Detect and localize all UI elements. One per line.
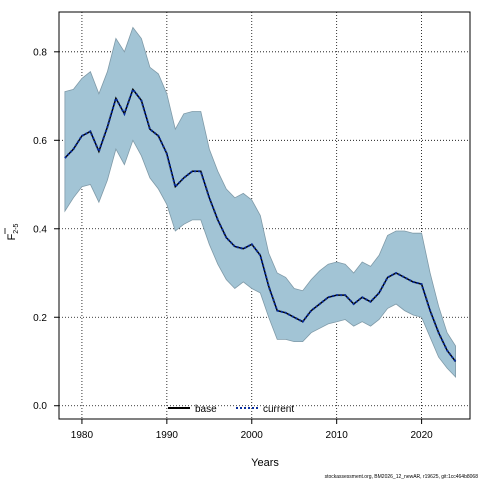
x-axis: 1980 1990 2000 2010 2020 [71, 419, 433, 441]
y-axis-title-main: F [6, 233, 18, 240]
y-axis-title-subscript: 2-5 [13, 223, 20, 233]
legend-label-base: base [195, 404, 217, 415]
x-tick-label: 1990 [156, 430, 179, 441]
x-tick-label: 2000 [241, 430, 264, 441]
plot-frame [58, 11, 471, 420]
svg-text:F2-5: F2-5 [6, 223, 20, 240]
series-line-base [64, 87, 457, 362]
legend-label-current: current [263, 404, 294, 415]
y-tick-label: 0.4 [33, 224, 47, 235]
legend: base current [168, 404, 294, 415]
y-axis-title: F2-5 [4, 223, 20, 240]
confidence-band [64, 26, 457, 378]
y-tick-label: 0.6 [33, 136, 47, 147]
grid [59, 12, 470, 419]
x-tick-label: 1980 [71, 430, 94, 441]
y-tick-label: 0.2 [33, 313, 47, 324]
x-axis-title: Years [251, 457, 279, 469]
source-caption: stockassessment.org, BM2026_12_newAR, r1… [325, 474, 479, 480]
x-tick-label: 2010 [326, 430, 349, 441]
y-tick-label: 0.0 [33, 401, 47, 412]
x-tick-label: 2020 [410, 430, 433, 441]
y-tick-label: 0.8 [33, 47, 47, 58]
y-axis: 0.0 0.2 0.4 0.6 0.8 [33, 47, 59, 412]
